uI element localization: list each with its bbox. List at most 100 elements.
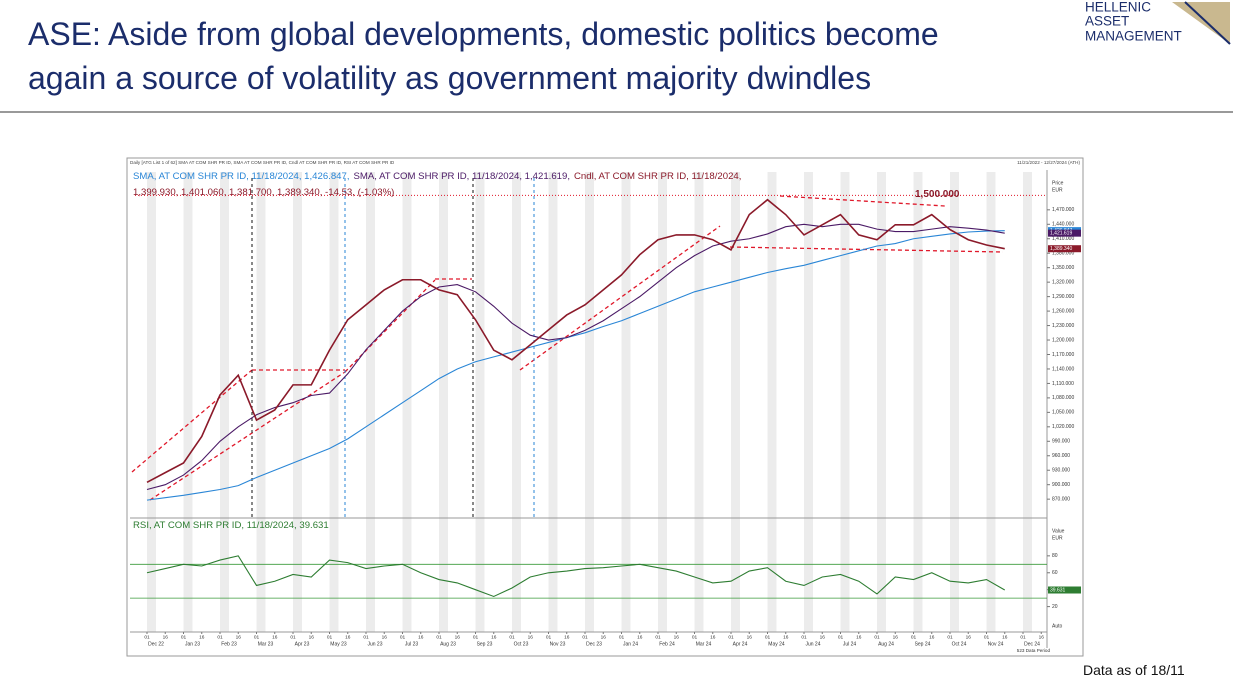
month-label: May 23 xyxy=(330,641,347,647)
y2-axis-unit: EUR xyxy=(1052,535,1063,541)
x-tick-label: 16 xyxy=(309,634,315,640)
legend-entry: Cndl, AT COM SHR PR ID, 11/18/2024, 1,39… xyxy=(133,171,742,198)
month-label: Jun 24 xyxy=(805,641,820,647)
end-label: 1,389.340 xyxy=(1050,246,1072,252)
y2-tick-label: 60 xyxy=(1052,570,1058,576)
x-tick-label: 16 xyxy=(236,634,242,640)
month-label: Nov 24 xyxy=(988,641,1004,647)
x-tick-label: 01 xyxy=(655,634,661,640)
stripe xyxy=(220,172,229,632)
y-axis-unit: EUR xyxy=(1052,187,1063,193)
x-tick-label: 01 xyxy=(436,634,442,640)
y-tick-label: 990.000 xyxy=(1052,439,1070,445)
x-tick-label: 01 xyxy=(363,634,369,640)
y-tick-label: 1,260.000 xyxy=(1052,308,1074,314)
stripe xyxy=(548,172,558,632)
end-label-box xyxy=(1048,245,1081,253)
y-tick-label: 1,440.000 xyxy=(1052,222,1074,228)
y-tick-label: 1,410.000 xyxy=(1052,236,1074,242)
y2-axis-label: Value xyxy=(1052,528,1065,534)
stripe xyxy=(585,172,594,632)
month-label: Apr 23 xyxy=(295,641,310,647)
month-label: Mar 23 xyxy=(258,641,274,647)
x-tick-label: 16 xyxy=(199,634,205,640)
end-label: 1,421.619 xyxy=(1050,230,1072,236)
stripes xyxy=(147,172,1032,632)
legend-entry: SMA, AT COM SHR PR ID, 11/18/2024, 1,426… xyxy=(133,171,350,182)
y-tick-label: 1,110.000 xyxy=(1052,381,1074,387)
stripe xyxy=(1023,172,1032,632)
month-label: Oct 24 xyxy=(952,641,967,647)
month-label: Aug 23 xyxy=(440,641,456,647)
y-tick-label: 1,350.000 xyxy=(1052,265,1074,271)
month-label: Jul 24 xyxy=(843,641,857,647)
stripe xyxy=(731,172,740,632)
end-label: 39.631 xyxy=(1050,587,1066,593)
stripe xyxy=(439,172,448,632)
event-lines xyxy=(251,178,535,517)
month-label: Dec 24 xyxy=(1024,641,1040,647)
stripe xyxy=(183,172,193,632)
x-tick-label: 16 xyxy=(674,634,680,640)
stripe xyxy=(804,172,813,632)
x-tick-label: 16 xyxy=(601,634,607,640)
y-tick-label: 1,170.000 xyxy=(1052,352,1074,358)
x-tick-label: 01 xyxy=(911,634,917,640)
stripe xyxy=(256,172,266,632)
series-line xyxy=(146,230,1005,501)
y-tick-label: 900.000 xyxy=(1052,482,1070,488)
y-tick-label: 870.000 xyxy=(1052,496,1070,502)
x-tick-label: 01 xyxy=(509,634,515,640)
x-tick-label: 16 xyxy=(491,634,497,640)
x-tick-label: 16 xyxy=(345,634,351,640)
logo-text: MANAGEMENT xyxy=(1085,29,1182,44)
stripe xyxy=(147,172,156,632)
x-tick-label: 16 xyxy=(637,634,643,640)
month-label: Sep 23 xyxy=(477,641,493,647)
y2-tick-label: 80 xyxy=(1052,553,1058,559)
y-tick-label: 930.000 xyxy=(1052,468,1070,474)
x-tick-label: 01 xyxy=(582,634,588,640)
x-tick-label: 01 xyxy=(473,634,479,640)
x-tick-label: 16 xyxy=(820,634,826,640)
logo-text: HELLENIC xyxy=(1085,0,1151,15)
y-tick-label: 1,380.000 xyxy=(1052,251,1074,257)
scale-mode: Auto xyxy=(1052,623,1063,629)
x-tick-label: 16 xyxy=(747,634,753,640)
x-tick-label: 16 xyxy=(966,634,972,640)
stripe xyxy=(877,172,886,632)
x-tick-label: 16 xyxy=(1039,634,1045,640)
x-tick-label: 16 xyxy=(893,634,899,640)
month-label: Dec 22 xyxy=(148,641,164,647)
month-label: Jan 24 xyxy=(623,641,638,647)
stripe xyxy=(913,172,923,632)
x-tick-label: 16 xyxy=(710,634,716,640)
trendline xyxy=(519,225,721,371)
legend: RSI, AT COM SHR PR ID, 11/18/2024, 39.63… xyxy=(133,518,773,534)
x-tick-label: 16 xyxy=(929,634,935,640)
title-line: ASE: Aside from global developments, dom… xyxy=(28,16,939,52)
stripe xyxy=(293,172,302,632)
chart-title: Daily [ATG List 1 of 62] SMA AT COM SHR … xyxy=(130,160,395,165)
x-tick-label: 01 xyxy=(217,634,223,640)
chart-frame xyxy=(126,157,1084,657)
end-label-box xyxy=(1048,586,1081,594)
stripe xyxy=(840,172,850,632)
y-tick-label: 1,470.000 xyxy=(1052,207,1074,213)
x-tick-label: 16 xyxy=(418,634,424,640)
series-line xyxy=(146,223,1005,491)
x-tick-label: 16 xyxy=(272,634,278,640)
trendline xyxy=(729,246,1004,253)
stripe xyxy=(658,172,667,632)
x-tick-label: 01 xyxy=(619,634,625,640)
x-tick-label: 16 xyxy=(382,634,388,640)
trendline xyxy=(149,371,346,501)
resistance-label: 1,500.000 xyxy=(915,189,960,200)
x-tick-label: 01 xyxy=(765,634,771,640)
x-tick-label: 01 xyxy=(801,634,807,640)
x-tick-label: 16 xyxy=(564,634,570,640)
y-tick-label: 1,290.000 xyxy=(1052,294,1074,300)
stripe xyxy=(475,172,485,632)
x-tick-label: 01 xyxy=(728,634,734,640)
